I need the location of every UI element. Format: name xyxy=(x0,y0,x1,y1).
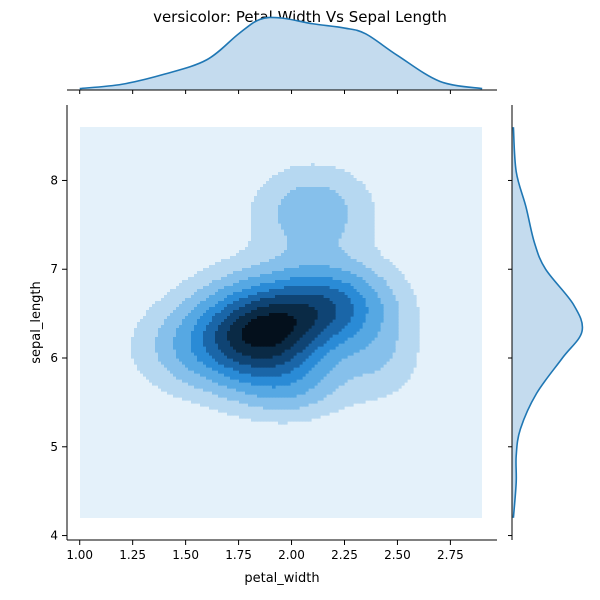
kde-level-6 xyxy=(215,295,336,368)
chart-title: versicolor: Petal Width Vs Sepal Length xyxy=(153,8,447,26)
x-tick-label: 1.25 xyxy=(119,548,146,562)
kde-level-7 xyxy=(227,304,318,359)
y-tick-label: 8 xyxy=(50,173,58,187)
x-tick-label: 2.75 xyxy=(437,548,464,562)
kde-level-8 xyxy=(242,313,297,347)
kde-density-layer xyxy=(80,127,482,518)
x-axis-label: petal_width xyxy=(244,571,319,586)
x-tick-label: 1.00 xyxy=(66,548,93,562)
kde-level-1 xyxy=(131,163,420,425)
y-tick-label: 7 xyxy=(50,262,58,276)
axes-layer: 1.00 1.25 1.50 1.75 2.00 2.25 2.50 2.75 4 5 6 7 8 pet… xyxy=(29,105,497,586)
y-axis-label: sepal_length xyxy=(29,281,44,364)
kde-level-3 xyxy=(173,265,384,398)
x-tick-label: 1.75 xyxy=(225,548,252,562)
marginal-y-layer xyxy=(508,105,584,540)
kde-level-4 xyxy=(191,277,369,389)
marginal-x-fill xyxy=(79,17,483,90)
marginal-y-fill xyxy=(512,127,583,518)
x-tick-label: 2.50 xyxy=(384,548,411,562)
marginal-y-curve xyxy=(512,127,584,518)
y-tick-label: 5 xyxy=(50,440,58,454)
kde-level-5 xyxy=(203,286,354,377)
x-tick-label: 1.50 xyxy=(172,548,199,562)
marginal-x-curve xyxy=(79,16,483,90)
x-tick-label: 2.00 xyxy=(278,548,305,562)
marginal-x-layer xyxy=(67,16,497,94)
y-tick-label: 6 xyxy=(50,351,58,365)
x-tick-label: 2.25 xyxy=(331,548,358,562)
y-tick-label: 4 xyxy=(50,529,58,543)
kde-level-2 xyxy=(155,187,399,410)
